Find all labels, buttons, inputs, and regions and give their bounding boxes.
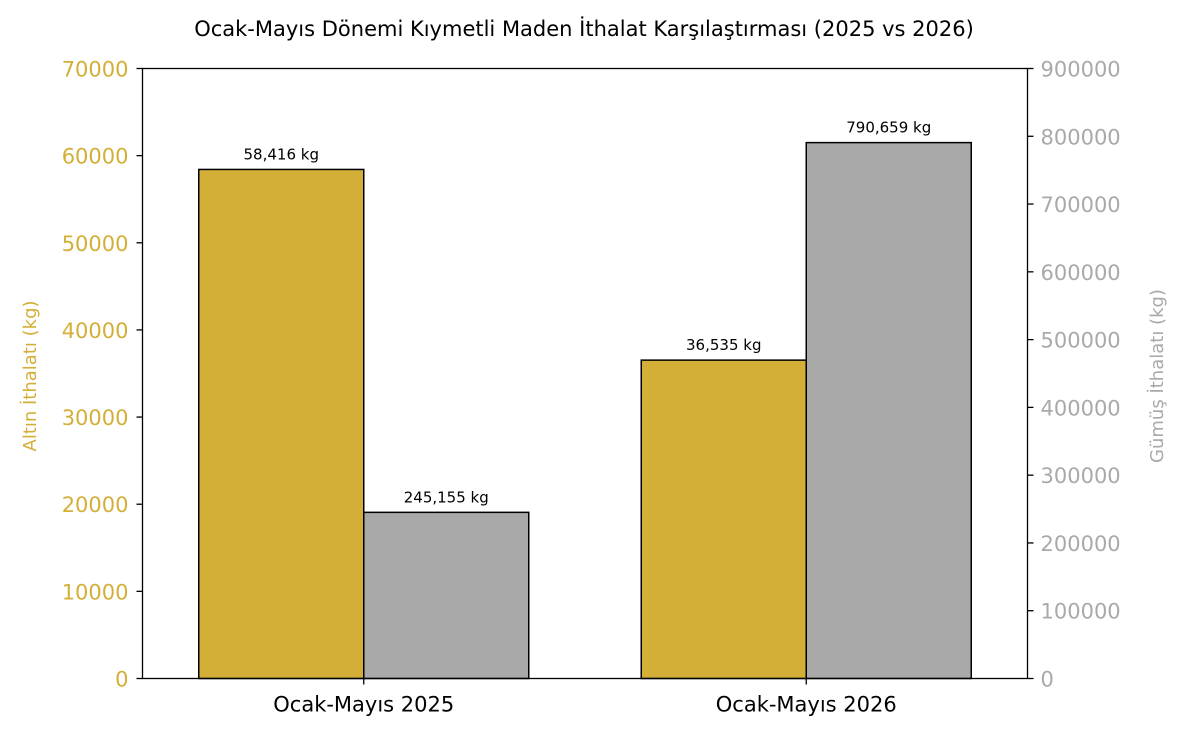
data-label: 58,416 kg	[244, 145, 319, 163]
data-label: 790,659 kg	[846, 119, 931, 137]
y-tick-label-left: 60000	[62, 145, 129, 169]
y-tick-label-right: 0	[1041, 668, 1054, 692]
y-tick-label-right: 400000	[1041, 396, 1121, 420]
bars-layer	[198, 141, 972, 680]
y-tick-label-left: 50000	[62, 232, 129, 256]
bar-silver-2	[805, 141, 972, 680]
y-tick-label-left: 0	[115, 668, 128, 692]
bar-gold-2	[640, 359, 807, 680]
y-axis-label-right: Gümüş İthalatı (kg)	[1147, 289, 1168, 463]
data-labels-layer: 58,416 kg 245,155 kg 36,535 kg 790,659 kg	[244, 119, 932, 507]
y-tick-label-left: 20000	[62, 493, 129, 517]
y-tick-label-right: 800000	[1041, 125, 1121, 149]
y-tick-label-right: 100000	[1041, 600, 1121, 624]
y-tick-label-right: 300000	[1041, 464, 1121, 488]
x-tick-label: Ocak-Mayıs 2025	[273, 693, 454, 717]
y-tick-label-left: 10000	[62, 580, 129, 604]
data-label: 36,535 kg	[686, 336, 761, 354]
y-tick-label-left: 70000	[62, 58, 129, 82]
y-tick-label-right: 900000	[1041, 58, 1121, 82]
y-axis-label-left: Altın İthalatı (kg)	[20, 300, 41, 451]
y-tick-label-right: 200000	[1041, 532, 1121, 556]
y-tick-label-left: 30000	[62, 406, 129, 430]
left-axis: 0 10000 20000 30000 40000 50000 60000 70000	[62, 58, 143, 692]
data-label: 245,155 kg	[404, 488, 489, 506]
y-tick-label-right: 700000	[1041, 193, 1121, 217]
y-tick-label-right: 600000	[1041, 261, 1121, 285]
x-tick-label: Ocak-Mayıs 2026	[716, 693, 897, 717]
bar-gold-1	[198, 168, 365, 680]
right-axis: 0 100000 200000 300000 400000 500000 600000 700…	[1027, 58, 1121, 692]
bar-silver-1	[363, 511, 530, 680]
chart-title: Ocak-Mayıs Dönemi Kıymetli Maden İthalat…	[194, 16, 974, 41]
y-tick-label-right: 500000	[1041, 329, 1121, 353]
y-tick-label-left: 40000	[62, 319, 129, 343]
plot-frame	[141, 67, 1029, 680]
x-axis: Ocak-Mayıs 2025 Ocak-Mayıs 2026	[273, 678, 897, 717]
